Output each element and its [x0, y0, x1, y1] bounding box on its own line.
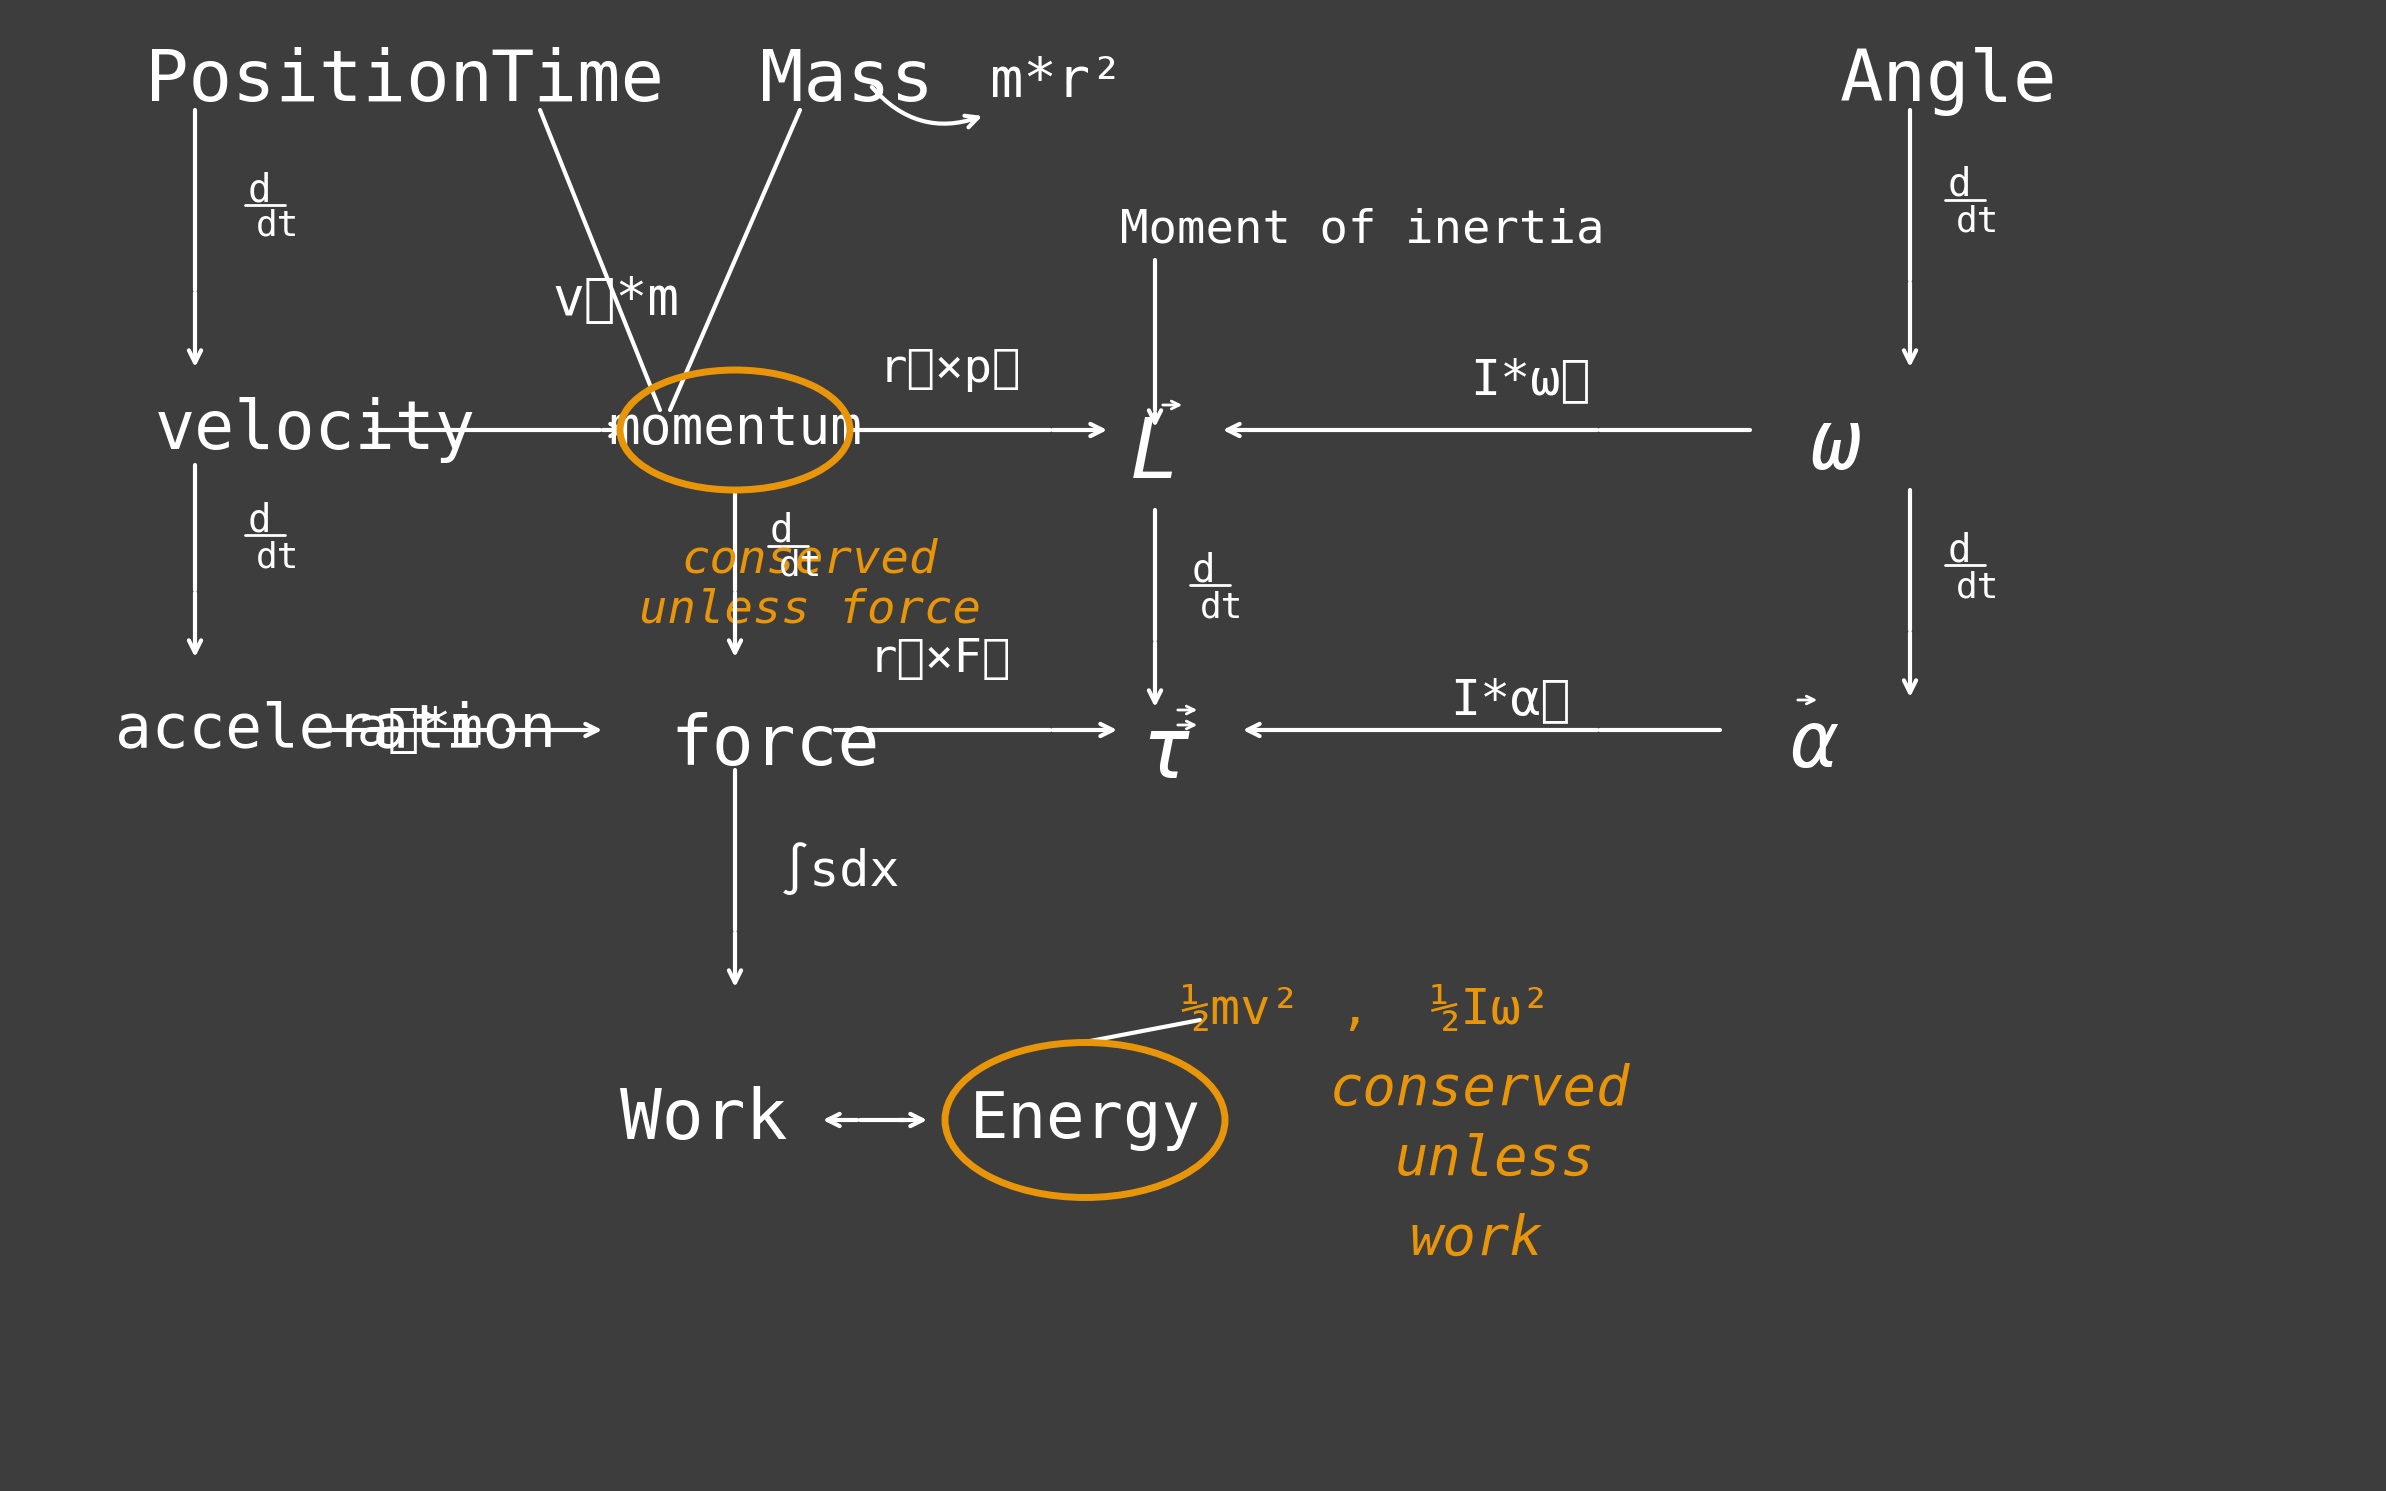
- Text: conserved: conserved: [682, 537, 938, 583]
- Text: τ: τ: [1138, 714, 1191, 796]
- Text: α: α: [1790, 707, 1837, 783]
- Text: d: d: [1193, 552, 1214, 589]
- Text: work: work: [1410, 1214, 1544, 1267]
- Text: d: d: [248, 501, 272, 540]
- Text: Work: Work: [620, 1087, 787, 1154]
- Text: m*r²: m*r²: [990, 55, 1124, 109]
- Text: Energy: Energy: [969, 1088, 1200, 1151]
- Text: d: d: [1947, 166, 1971, 204]
- Text: I*α⃗: I*α⃗: [1451, 675, 1570, 725]
- Text: dt: dt: [1957, 571, 1999, 605]
- Text: Mass: Mass: [761, 48, 933, 116]
- Text: force: force: [670, 711, 880, 778]
- Text: v⃗*m: v⃗*m: [551, 274, 680, 327]
- Text: conserved: conserved: [1329, 1063, 1630, 1117]
- Text: ω: ω: [1811, 404, 1861, 486]
- Text: unless: unless: [1396, 1133, 1596, 1187]
- Text: Angle: Angle: [1840, 48, 2057, 116]
- Text: dt: dt: [778, 549, 823, 583]
- Text: dt: dt: [1957, 204, 1999, 239]
- Text: L: L: [1131, 414, 1181, 495]
- Text: velocity: velocity: [155, 397, 475, 464]
- Text: ½mv²: ½mv²: [1181, 986, 1300, 1033]
- Text: d: d: [1947, 531, 1971, 570]
- Text: r⃗×p⃗: r⃗×p⃗: [878, 347, 1021, 392]
- Text: a⃗*m: a⃗*m: [356, 704, 484, 756]
- Text: ∫sdx: ∫sdx: [780, 844, 900, 896]
- Text: Position: Position: [146, 48, 494, 116]
- Text: ,  ½Iω²: , ½Iω²: [1341, 986, 1551, 1033]
- Text: d: d: [248, 171, 272, 209]
- Text: dt: dt: [255, 209, 301, 242]
- Text: r⃗×F⃗: r⃗×F⃗: [869, 638, 1012, 683]
- Text: Moment of inertia: Moment of inertia: [1119, 207, 1603, 252]
- Text: momentum: momentum: [608, 404, 861, 456]
- Text: dt: dt: [1200, 590, 1243, 625]
- Text: d: d: [771, 511, 795, 549]
- Text: unless force: unless force: [639, 587, 981, 632]
- Text: dt: dt: [255, 541, 301, 576]
- Text: I*ω⃗: I*ω⃗: [1470, 356, 1589, 404]
- Text: acceleration: acceleration: [115, 701, 556, 759]
- Text: Time: Time: [489, 48, 663, 116]
